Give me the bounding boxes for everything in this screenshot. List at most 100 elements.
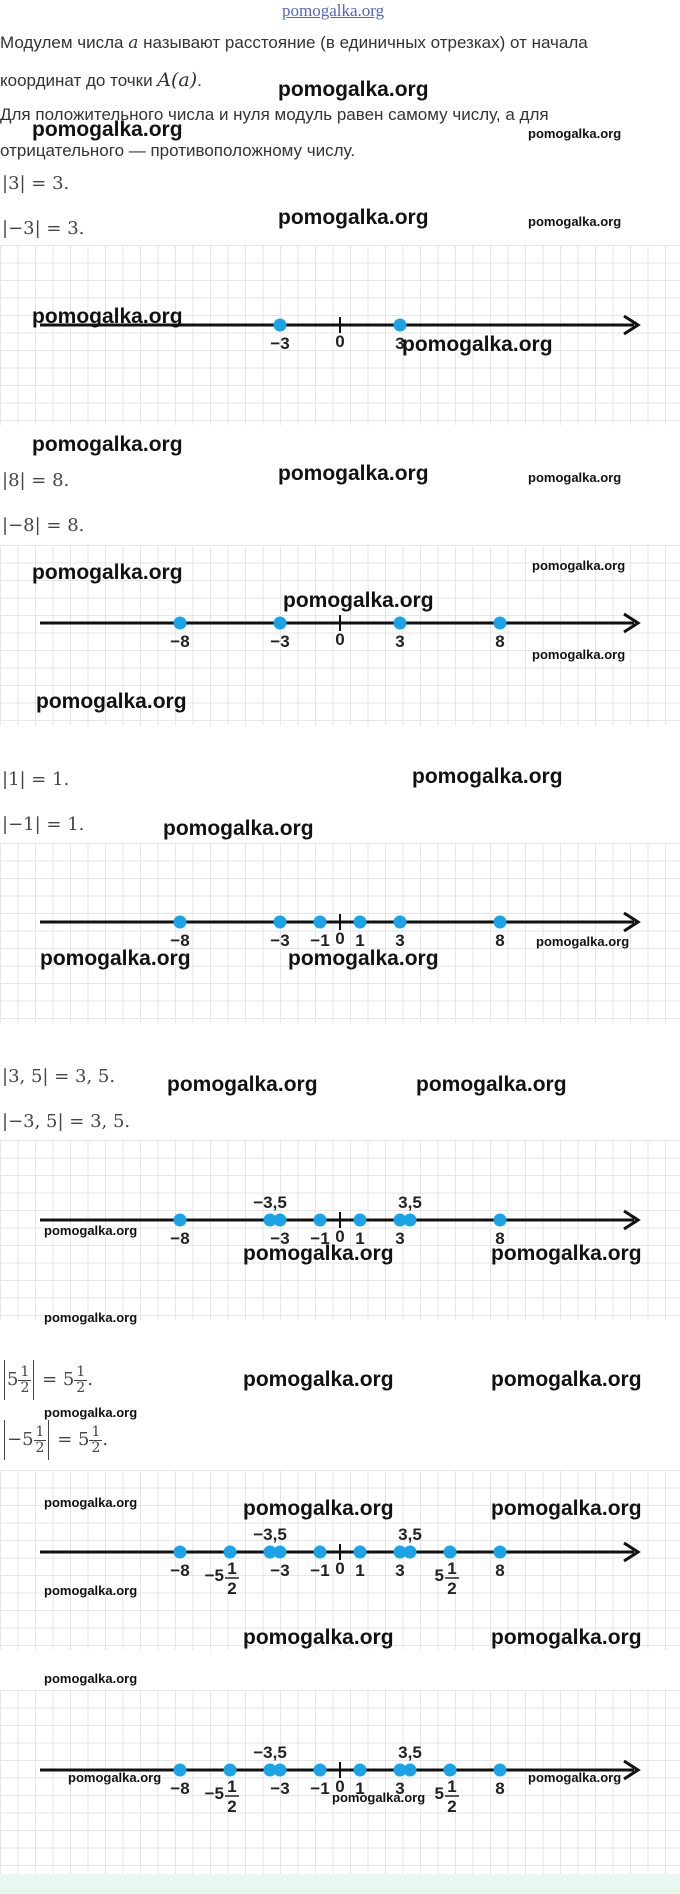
point-marker — [313, 1545, 327, 1559]
point-label: −1 — [310, 1229, 329, 1248]
point-label: 3 — [395, 931, 404, 950]
watermark: pomogalka.org — [163, 817, 314, 840]
watermark: pomogalka.org — [44, 1671, 138, 1686]
point-label: −3,5 — [253, 1743, 287, 1762]
watermark: pomogalka.org — [491, 1368, 642, 1391]
equation-abs-neg1: |−1| = 1. — [2, 814, 85, 835]
intro-line-4: отрицательного — противоположному числу. — [0, 141, 356, 160]
number-line-panel-3: 0 −8 −3 −1 1 3 8 — [0, 843, 680, 1023]
watermark: pomogalka.org — [44, 1583, 138, 1598]
number-line-2: 0 −8 −3 3 8 — [40, 612, 641, 651]
point-marker — [263, 1545, 277, 1559]
site-link[interactable]: pomogalka.org — [282, 1, 385, 20]
equation-abs-1: |1| = 1. — [2, 769, 70, 790]
point-label-denominator: 2 — [447, 1579, 456, 1598]
watermark: pomogalka.org — [243, 1626, 394, 1649]
point-label: −3 — [270, 1229, 289, 1248]
point-marker — [393, 1763, 407, 1777]
point-marker — [313, 1763, 327, 1777]
point-marker — [353, 1545, 367, 1559]
point-label: −1 — [310, 931, 329, 950]
point-label: −3 — [270, 632, 289, 651]
point-marker — [173, 1763, 187, 1777]
watermark: pomogalka.org — [278, 206, 429, 229]
point-label: −8 — [170, 632, 189, 651]
watermark: pomogalka.org — [332, 1790, 426, 1805]
watermark: pomogalka.org — [288, 947, 439, 970]
tick-label: 0 — [335, 1559, 344, 1578]
point-label: 1 — [355, 931, 364, 950]
point-label-numerator: 1 — [227, 1559, 236, 1578]
watermark: pomogalka.org — [243, 1497, 394, 1520]
number-line-panel-6: 0 −8 −5 1 2 −3,5 −3 −1 1 3 3,5 5 1 2 8 — [0, 1690, 680, 1874]
watermark: pomogalka.org — [416, 1073, 567, 1096]
point-marker — [273, 318, 287, 332]
axis-arrow — [623, 1209, 641, 1231]
number-line-panel-4: 0 −8 −3,5 −3 −1 1 3 3,5 8 — [0, 1140, 680, 1320]
watermark: pomogalka.org — [491, 1497, 642, 1520]
number-line-6: 0−8 −5 12−3,5−3 −1 1 33,55 128 — [40, 1743, 641, 1816]
equation-abs-8: |8| = 8. — [2, 470, 70, 491]
point-label-denominator: 2 — [227, 1797, 236, 1816]
point-marker — [403, 1763, 417, 1777]
point-label-denominator: 2 — [447, 1797, 456, 1816]
point-label: 5 — [435, 1784, 444, 1803]
point-marker — [313, 915, 327, 929]
point-marker — [493, 1763, 507, 1777]
point-label: −8 — [170, 931, 189, 950]
point-marker — [493, 1545, 507, 1559]
point-marker — [493, 616, 507, 630]
watermark: pomogalka.org — [32, 118, 183, 141]
equation-abs-3-5: |3, 5| = 3, 5. — [2, 1066, 116, 1087]
number-line-5: 0−8 −5 12−3,5−3 −1 1 33,55 128 — [40, 1525, 641, 1598]
point-marker — [263, 1213, 277, 1227]
intro-line-2: координат до точки A(a). — [0, 69, 202, 91]
intro-line-1: Модулем числа a называют расстояние (в е… — [0, 33, 588, 53]
tick-label: 0 — [335, 1227, 344, 1246]
point-label: −8 — [170, 1229, 189, 1248]
tick-label: 0 — [335, 929, 344, 948]
point-label: 3,5 — [398, 1743, 422, 1762]
watermark: pomogalka.org — [528, 214, 622, 229]
number-line-panel-1: 0 −3 3 — [0, 245, 680, 425]
number-line-panel-2: 0 −8 −3 3 8 — [0, 545, 680, 725]
bottom-band — [0, 1874, 680, 1894]
point-label: 3 — [395, 1561, 404, 1580]
point-marker — [353, 1763, 367, 1777]
point-label: −3 — [270, 334, 289, 353]
point-marker — [493, 1213, 507, 1227]
watermark: pomogalka.org — [44, 1310, 138, 1325]
point-marker — [393, 1545, 407, 1559]
watermark: pomogalka.org — [532, 558, 626, 573]
point-marker — [393, 318, 407, 332]
point-marker — [393, 616, 407, 630]
point-marker — [273, 1763, 287, 1777]
intro-line-3: Для положительного числа и нуля модуль р… — [0, 105, 549, 124]
watermark: pomogalka.org — [36, 690, 187, 713]
point-label: 1 — [355, 1561, 364, 1580]
point-marker — [273, 915, 287, 929]
point-label-numerator: 1 — [227, 1777, 236, 1796]
axis-arrow — [623, 1541, 641, 1563]
number-line-4: 0 −8 −3,5 −3 −1 1 3 3,5 8 — [40, 1193, 641, 1248]
point-label: −3 — [270, 1779, 289, 1798]
point-marker — [353, 1213, 367, 1227]
watermark: pomogalka.org — [32, 433, 183, 456]
equation-abs-3: |3| = 3. — [2, 173, 70, 194]
watermark: pomogalka.org — [528, 126, 622, 141]
tick-label: 0 — [335, 332, 344, 351]
point-marker — [173, 616, 187, 630]
point-label: 8 — [495, 632, 504, 651]
point-marker — [263, 1763, 277, 1777]
watermark: pomogalka.org — [528, 470, 622, 485]
watermark: pomogalka.org — [44, 1223, 138, 1238]
axis-arrow — [623, 1759, 641, 1781]
tick-label: 0 — [335, 1777, 344, 1796]
watermark: pomogalka.org — [402, 333, 553, 356]
point-marker — [223, 1763, 237, 1777]
point-marker — [273, 616, 287, 630]
point-marker — [313, 1213, 327, 1227]
watermark: pomogalka.org — [532, 647, 626, 662]
axis-arrow — [623, 314, 641, 336]
